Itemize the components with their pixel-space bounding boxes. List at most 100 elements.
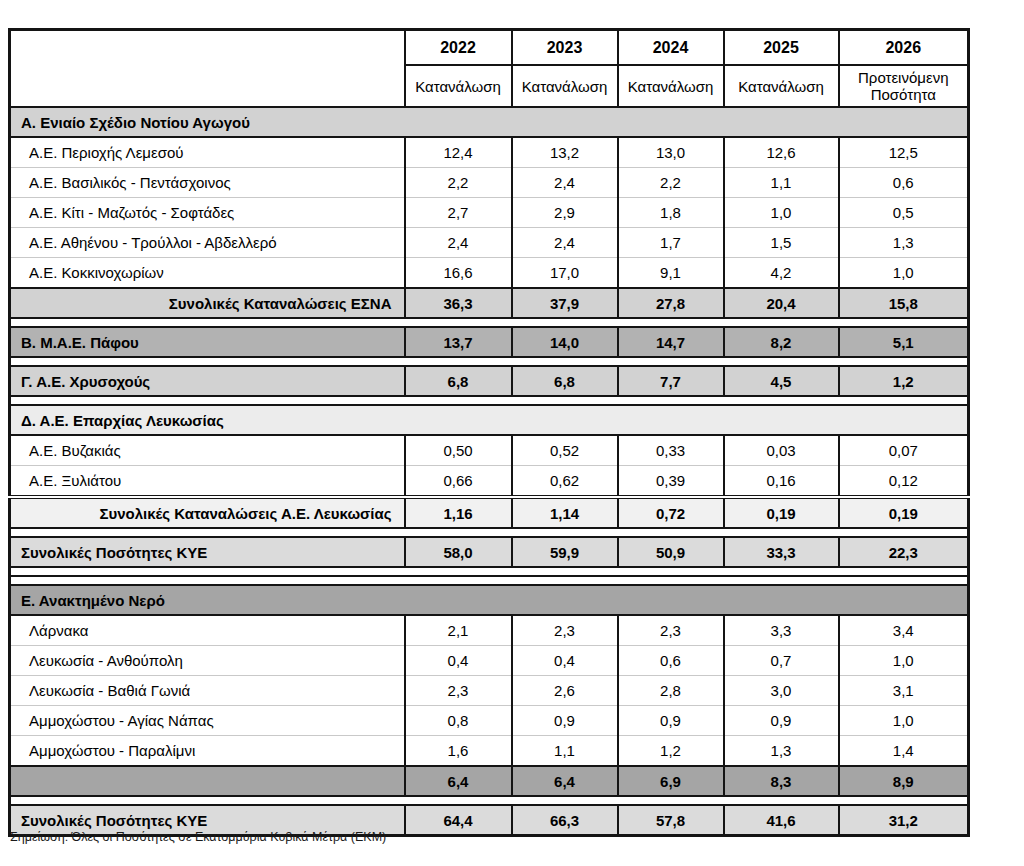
spacer-cell	[10, 357, 969, 366]
document-page: 2022 2023 2024 2025 2026 Κατανάλωση Κατα…	[0, 0, 1024, 866]
year-header-2023: 2023	[512, 30, 618, 66]
table-row: Α.Ε. Βασιλικός - Πεντάσχοινος2,22,42,21,…	[10, 168, 969, 198]
value-cell-2022: 6,8	[405, 366, 512, 396]
table-row: Λάρνακα2,12,32,33,33,4	[10, 615, 969, 646]
row-label-cell: Λευκωσία - Ανθούπολη	[10, 646, 405, 676]
footnote: Σημείωση: Όλες οι Ποσότητες σε Εκατομμύρ…	[10, 830, 386, 844]
value-cell-2022: 36,3	[405, 288, 512, 318]
value-cell-2024: 13,0	[618, 137, 724, 168]
row-label-cell: Λάρνακα	[10, 615, 405, 646]
value-cell-2024: 9,1	[618, 258, 724, 289]
value-cell-2023: 2,4	[512, 228, 618, 258]
value-cell-2026: 0,6	[839, 168, 969, 198]
value-cell-2023: 2,3	[512, 615, 618, 646]
table-row: Αμμοχώστου - Αγίας Νάπας0,80,90,90,91,0	[10, 706, 969, 736]
value-cell-2026: 15,8	[839, 288, 969, 318]
value-cell-2022: 0,50	[405, 435, 512, 466]
value-cell-2026: 1,2	[839, 366, 969, 396]
value-cell-2022: 1,16	[405, 497, 512, 528]
table-row: Α.Ε. Περιοχής Λεμεσού12,413,213,012,612,…	[10, 137, 969, 168]
table-row: Α.Ε. Κοκκινοχωρίων16,617,09,14,21,0	[10, 258, 969, 289]
table-body: Α. Ενιαίο Σχέδιο Νοτίου ΑγωγούΑ.Ε. Περιο…	[10, 107, 969, 836]
value-cell-2023: 59,9	[512, 537, 618, 567]
value-cell-2022: 6,4	[405, 766, 512, 796]
value-cell-2025: 0,16	[724, 466, 839, 498]
value-cell-2026: 3,1	[839, 676, 969, 706]
value-cell-2025: 8,3	[724, 766, 839, 796]
table-row: Α.Ε. Ξυλιάτου0,660,620,390,160,12	[10, 466, 969, 498]
value-cell-2026: 12,5	[839, 137, 969, 168]
value-cell-2022: 0,8	[405, 706, 512, 736]
table-row	[10, 357, 969, 366]
row-label-cell	[10, 766, 405, 796]
value-cell-2023: 1,14	[512, 497, 618, 528]
value-cell-2023: 6,8	[512, 366, 618, 396]
value-cell-2024: 0,9	[618, 706, 724, 736]
subheader-consumption-2024: Κατανάλωση	[618, 65, 724, 107]
value-cell-2023: 0,62	[512, 466, 618, 498]
corner-cell	[10, 30, 405, 108]
value-cell-2024: 1,8	[618, 198, 724, 228]
table-row: Συνολικές Καταναλώσεις Α.Ε. Λευκωσίας1,1…	[10, 497, 969, 528]
spacer-cell	[10, 528, 969, 537]
row-label-cell: Αμμοχώστου - Παραλίμνι	[10, 736, 405, 767]
table-row: Β. Μ.Α.Ε. Πάφου13,714,014,78,25,1	[10, 327, 969, 357]
section-header-cell: Α. Ενιαίο Σχέδιο Νοτίου Αγωγού	[10, 107, 969, 137]
year-header-2025: 2025	[724, 30, 839, 66]
value-cell-2025: 3,3	[724, 615, 839, 646]
value-cell-2025: 41,6	[724, 805, 839, 836]
value-cell-2022: 2,3	[405, 676, 512, 706]
table-row: Γ. Α.Ε. Χρυσοχούς6,86,87,74,51,2	[10, 366, 969, 396]
value-cell-2024: 7,7	[618, 366, 724, 396]
value-cell-2026: 22,3	[839, 537, 969, 567]
value-cell-2023: 0,4	[512, 646, 618, 676]
table-row: Λευκωσία - Βαθιά Γωνιά2,32,62,83,03,1	[10, 676, 969, 706]
value-cell-2024: 27,8	[618, 288, 724, 318]
value-cell-2023: 66,3	[512, 805, 618, 836]
year-header-row: 2022 2023 2024 2025 2026	[10, 30, 969, 66]
value-cell-2022: 1,6	[405, 736, 512, 767]
value-cell-2025: 33,3	[724, 537, 839, 567]
value-cell-2025: 12,6	[724, 137, 839, 168]
row-label-cell: Α.Ε. Κίτι - Μαζωτός - Σοφτάδες	[10, 198, 405, 228]
value-cell-2023: 6,4	[512, 766, 618, 796]
value-cell-2026: 0,5	[839, 198, 969, 228]
value-cell-2022: 58,0	[405, 537, 512, 567]
table-row	[10, 567, 969, 576]
row-label-cell: Συνολικές Καταναλώσεις Α.Ε. Λευκωσίας	[10, 497, 405, 528]
value-cell-2024: 2,8	[618, 676, 724, 706]
value-cell-2025: 8,2	[724, 327, 839, 357]
value-cell-2024: 57,8	[618, 805, 724, 836]
value-cell-2022: 2,4	[405, 228, 512, 258]
spacer-cell	[10, 796, 969, 805]
value-cell-2023: 1,1	[512, 736, 618, 767]
value-cell-2025: 0,7	[724, 646, 839, 676]
table-row	[10, 528, 969, 537]
value-cell-2024: 0,72	[618, 497, 724, 528]
value-cell-2024: 2,2	[618, 168, 724, 198]
value-cell-2022: 64,4	[405, 805, 512, 836]
year-header-2022: 2022	[405, 30, 512, 66]
value-cell-2022: 0,4	[405, 646, 512, 676]
value-cell-2026: 0,12	[839, 466, 969, 498]
row-label-cell: Α.Ε. Κοκκινοχωρίων	[10, 258, 405, 289]
spacer-cell	[10, 396, 969, 405]
value-cell-2023: 17,0	[512, 258, 618, 289]
table-row: Λευκωσία - Ανθούπολη0,40,40,60,71,0	[10, 646, 969, 676]
value-cell-2024: 0,33	[618, 435, 724, 466]
subheader-consumption-2022: Κατανάλωση	[405, 65, 512, 107]
value-cell-2025: 0,19	[724, 497, 839, 528]
table-row: 6,46,46,98,38,9	[10, 766, 969, 796]
subheader-proposed-2026: Προτεινόμενη Ποσότητα	[839, 65, 969, 107]
value-cell-2023: 13,2	[512, 137, 618, 168]
row-label-cell: Α.Ε. Περιοχής Λεμεσού	[10, 137, 405, 168]
value-cell-2026: 0,07	[839, 435, 969, 466]
section-header-cell: Δ. Α.Ε. Επαρχίας Λευκωσίας	[10, 405, 969, 435]
subheader-consumption-2023: Κατανάλωση	[512, 65, 618, 107]
row-label-cell: Συνολικές Καταναλώσεις ΕΣΝΑ	[10, 288, 405, 318]
value-cell-2024: 14,7	[618, 327, 724, 357]
value-cell-2024: 1,2	[618, 736, 724, 767]
value-cell-2024: 2,3	[618, 615, 724, 646]
value-cell-2025: 0,03	[724, 435, 839, 466]
value-cell-2026: 8,9	[839, 766, 969, 796]
